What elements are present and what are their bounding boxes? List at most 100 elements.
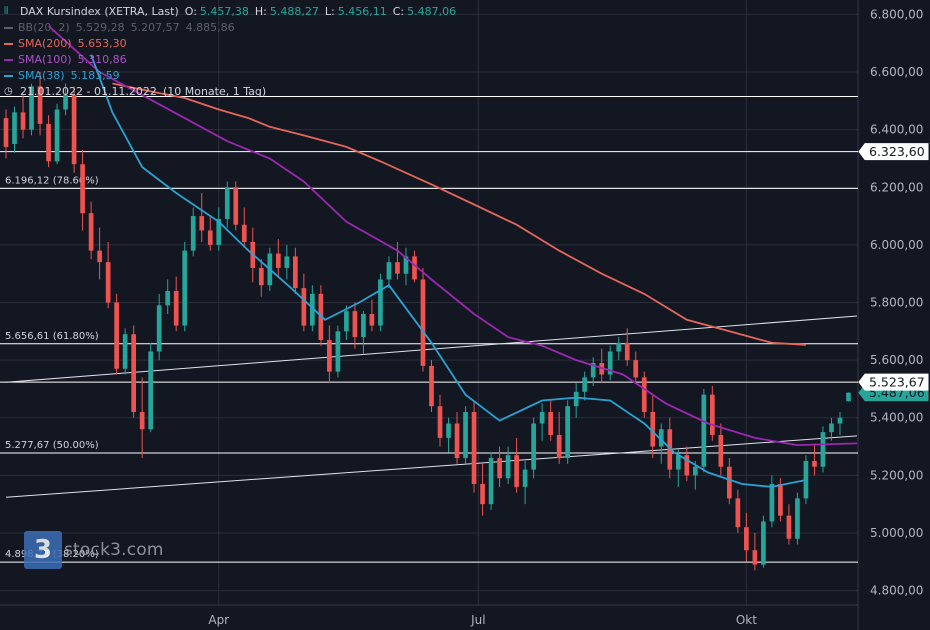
candle-body — [812, 460, 817, 467]
candle-body — [378, 279, 383, 326]
candle-body — [361, 314, 366, 338]
candle-body — [633, 360, 639, 378]
candle-body — [207, 230, 213, 245]
candle-body — [122, 334, 128, 369]
price-axis[interactable]: 6.800,00 6.600,00 6.400,00 6.200,00 6.000,00… — [870, 7, 923, 597]
candle-body — [395, 262, 400, 274]
sma100-value: 5.310,86 — [77, 53, 127, 66]
legend-sma200[interactable]: SMA(200) 5.653,30 — [4, 36, 462, 52]
candle-body — [522, 469, 528, 487]
price-tick-label: 5.600,00 — [870, 353, 923, 367]
chart-legend: ⫴ DAX Kursindex (XETRA, Last) O: 5.457,38… — [4, 4, 462, 100]
legend-bb[interactable]: BB(20, 2) 5.529,28 5.207,57 4.885,86 — [4, 20, 462, 36]
legend-low: 5.456,11 — [337, 5, 387, 18]
sma38-label: SMA(38) — [18, 69, 65, 82]
time-axis[interactable]: Apr Jul Okt — [208, 613, 757, 627]
candle-body — [369, 314, 375, 326]
candle-body — [54, 109, 60, 162]
candle-body — [88, 213, 94, 251]
stock3-logo-text: stock3.com — [64, 540, 164, 560]
candle-body — [752, 550, 758, 565]
candle-body — [29, 86, 34, 130]
candle-body — [795, 498, 800, 539]
candle-body — [403, 256, 409, 274]
bb-v1: 5.529,28 — [75, 21, 125, 34]
legend-high-label: H: — [254, 5, 267, 18]
fibonacci-levels: 6.196,12 (78.60%) 5.656,61 (61.80%) 5.277,… — [0, 96, 858, 563]
price-tick-label: 6.800,00 — [870, 7, 923, 21]
candle-body — [820, 432, 826, 467]
candle-body — [471, 411, 477, 484]
candle-body — [71, 95, 77, 165]
candle-body — [846, 392, 851, 402]
sma38-swatch — [4, 75, 13, 77]
stock3-logo: 3 stock3.com — [24, 531, 164, 569]
candle-body — [744, 527, 749, 551]
sma100-label: SMA(100) — [18, 53, 72, 66]
level-price-tag-bg — [858, 373, 929, 391]
fib-level-label: 5.277,67 (50.00%) — [5, 440, 99, 451]
sma38-value: 5.183,59 — [70, 69, 120, 82]
candle-body — [607, 351, 613, 375]
candle-body — [420, 279, 426, 366]
legend-high: 5.488,27 — [269, 5, 319, 18]
candle-body — [548, 411, 553, 436]
sma200-swatch — [4, 43, 13, 45]
candle-body — [573, 391, 579, 407]
candle-body — [3, 118, 9, 147]
time-tick-label: Apr — [208, 613, 229, 627]
legend-sma100[interactable]: SMA(100) 5.310,86 — [4, 52, 462, 68]
candle-body — [437, 406, 443, 438]
candle-body — [301, 288, 307, 326]
candle-body — [624, 342, 630, 361]
sma100-line — [47, 25, 858, 447]
candle-body — [386, 262, 392, 280]
price-tick-label: 6.400,00 — [870, 123, 923, 137]
legend-low-label: L: — [324, 5, 335, 18]
candle-body — [46, 123, 51, 162]
candle-body — [497, 458, 502, 479]
candle-body — [778, 484, 783, 516]
candle-body — [352, 311, 358, 338]
candle-body — [837, 417, 843, 424]
bb-v3: 4.885,86 — [185, 21, 235, 34]
legend-sma38[interactable]: SMA(38) 5.183,59 — [4, 68, 462, 84]
candle-body — [488, 458, 494, 505]
candle-body — [463, 411, 468, 459]
trendline — [5, 435, 858, 498]
candle-body — [190, 216, 196, 251]
bb-v2: 5.207,57 — [130, 21, 180, 34]
price-tick-label: 5.200,00 — [870, 468, 923, 482]
candle-body — [224, 187, 230, 219]
candle-body — [803, 460, 809, 499]
candle-body — [310, 293, 315, 326]
range-detail: (10 Monate, 1 Tag) — [162, 85, 267, 98]
candle-body — [556, 435, 562, 459]
candle-body — [114, 302, 119, 369]
candle-body — [12, 112, 17, 145]
candle-body — [582, 377, 588, 392]
level-price-tag-bg — [858, 143, 929, 161]
legend-close: 5.487,06 — [407, 5, 457, 18]
candle-body — [63, 95, 68, 110]
level-price-tag-text: 5.523,67 — [869, 375, 925, 390]
candle-body — [727, 466, 732, 499]
candle-body — [148, 351, 154, 430]
candle-body — [165, 290, 171, 306]
candle-body — [735, 498, 741, 528]
candle-body — [429, 365, 434, 407]
candle-body — [761, 521, 766, 565]
stock3-logo-icon: 3 — [24, 531, 62, 569]
price-tick-label: 4.800,00 — [870, 584, 923, 598]
candle-body — [641, 377, 647, 412]
legend-open-label: O: — [184, 5, 197, 18]
candle-body — [139, 411, 145, 430]
candle-body — [658, 429, 664, 447]
candle-body — [173, 290, 179, 326]
candle-icon: ⫴ — [4, 6, 9, 17]
sma200-line — [112, 82, 806, 346]
bb-label: BB(20, 2) — [18, 21, 70, 34]
candle-body — [80, 164, 85, 214]
level-price-tag-text: 6.323,60 — [869, 144, 925, 159]
